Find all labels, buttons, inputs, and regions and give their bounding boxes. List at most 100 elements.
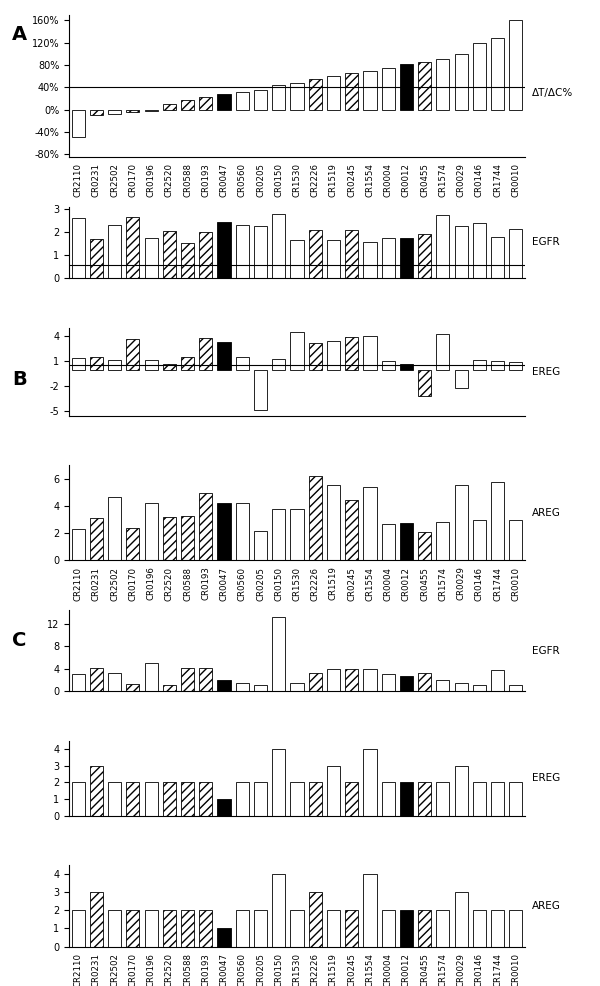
Bar	[491, 38, 504, 109]
Bar	[272, 85, 286, 109]
Bar	[364, 71, 377, 109]
Bar	[418, 235, 431, 278]
Text: EREG: EREG	[532, 367, 560, 377]
Bar	[71, 910, 85, 947]
Bar	[272, 214, 286, 278]
Bar	[236, 357, 249, 370]
Bar	[108, 910, 121, 947]
Bar	[308, 79, 322, 109]
Bar	[254, 910, 267, 947]
Text: C: C	[12, 631, 26, 650]
Bar	[126, 783, 139, 815]
Bar	[108, 225, 121, 278]
Bar	[509, 21, 523, 109]
Bar	[491, 783, 504, 815]
Bar	[199, 493, 212, 560]
Bar	[181, 783, 194, 815]
Bar	[364, 875, 377, 947]
Bar	[473, 42, 486, 109]
Bar	[400, 364, 413, 370]
Bar	[108, 673, 121, 691]
Bar	[290, 783, 304, 815]
Bar	[71, 358, 85, 370]
Bar	[364, 336, 377, 370]
Bar	[418, 370, 431, 395]
Bar	[71, 674, 85, 691]
Bar	[364, 243, 377, 278]
Bar	[327, 485, 340, 560]
Bar	[71, 783, 85, 815]
Bar	[163, 517, 176, 560]
Bar	[345, 669, 358, 691]
Bar	[108, 783, 121, 815]
Bar	[181, 357, 194, 370]
Bar	[108, 497, 121, 560]
Text: EGFR: EGFR	[532, 238, 559, 247]
Bar	[382, 361, 395, 370]
Bar	[163, 364, 176, 370]
Bar	[254, 370, 267, 410]
Bar	[327, 341, 340, 370]
Bar	[345, 73, 358, 109]
Bar	[71, 529, 85, 560]
Bar	[181, 100, 194, 109]
Bar	[327, 240, 340, 278]
Bar	[382, 238, 395, 278]
Bar	[290, 332, 304, 370]
Bar	[236, 783, 249, 815]
Bar	[126, 109, 139, 112]
Bar	[272, 875, 286, 947]
Bar	[308, 476, 322, 560]
Bar	[217, 504, 230, 560]
Text: AREG: AREG	[532, 901, 561, 911]
Bar	[90, 109, 103, 115]
Bar	[163, 105, 176, 109]
Bar	[290, 683, 304, 691]
Bar	[473, 783, 486, 815]
Bar	[272, 749, 286, 815]
Bar	[90, 892, 103, 947]
Bar	[345, 337, 358, 370]
Bar	[327, 766, 340, 815]
Bar	[126, 338, 139, 370]
Bar	[126, 684, 139, 691]
Bar	[145, 783, 158, 815]
Bar	[436, 522, 449, 560]
Bar	[163, 231, 176, 278]
Bar	[90, 668, 103, 691]
Bar	[236, 225, 249, 278]
Bar	[254, 226, 267, 278]
Bar	[400, 783, 413, 815]
Bar	[145, 504, 158, 560]
Bar	[254, 531, 267, 560]
Bar	[199, 232, 212, 278]
Bar	[217, 342, 230, 370]
Bar	[217, 799, 230, 815]
Bar	[163, 783, 176, 815]
Bar	[145, 360, 158, 370]
Bar	[126, 910, 139, 947]
Bar	[436, 910, 449, 947]
Bar	[199, 98, 212, 109]
Bar	[400, 910, 413, 947]
Bar	[455, 892, 468, 947]
Bar	[364, 749, 377, 815]
Bar	[473, 910, 486, 947]
Bar	[290, 910, 304, 947]
Bar	[90, 357, 103, 370]
Bar	[509, 362, 523, 370]
Bar	[217, 222, 230, 278]
Bar	[181, 516, 194, 560]
Bar	[455, 485, 468, 560]
Bar	[473, 684, 486, 691]
Bar	[217, 94, 230, 109]
Bar	[473, 360, 486, 370]
Bar	[327, 76, 340, 109]
Bar	[473, 520, 486, 560]
Bar	[436, 783, 449, 815]
Bar	[327, 669, 340, 691]
Bar	[418, 783, 431, 815]
Bar	[364, 669, 377, 691]
Bar	[509, 520, 523, 560]
Bar	[345, 910, 358, 947]
